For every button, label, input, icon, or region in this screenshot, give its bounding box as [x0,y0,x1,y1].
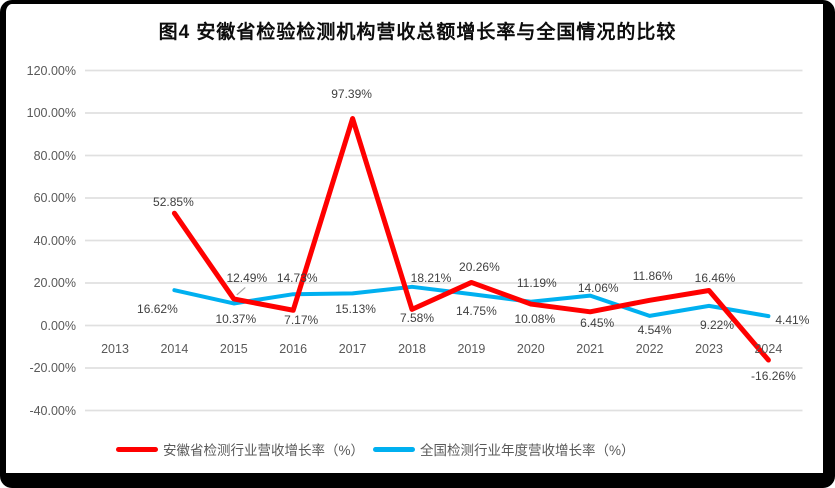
x-axis-tick-label-2024: 2024 [754,342,783,356]
data-label-anhui-2024: -16.26% [751,369,796,384]
data-label-national-2021: 14.06% [577,280,619,295]
series-line-anhui [171,116,771,363]
x-axis-tick-label-2014: 2014 [160,342,189,356]
data-label-national-2023: 9.22% [699,317,735,332]
x-axis-tick-label-2020: 2020 [516,342,545,356]
y-axis-tick-label: 60.00% [33,191,76,205]
chart-title: 图4 安徽省检验检测机构营收总额增长率与全国情况的比较 [158,22,677,43]
legend-line-swatch-national [373,446,416,452]
data-label-anhui-2021: 6.45% [580,315,615,330]
y-axis-tick-label: 40.00% [33,233,76,248]
data-label-anhui-2014: 52.85% [153,195,194,210]
x-axis-tick-label-2018: 2018 [398,342,426,356]
data-label-anhui-2016: 7.17% [284,313,319,328]
data-label-national-2016: 14.73% [276,271,318,286]
data-label-anhui-2023: 16.46% [694,270,736,285]
series-line-national [172,284,771,319]
y-axis-tick-label: 80.00% [33,148,76,163]
data-label-national-2018: 18.21% [410,270,452,285]
legend-line-swatch-anhui [116,446,158,452]
data-label-national-2015: 10.37% [215,312,257,327]
legend-label-anhui: 安徽省检测行业营收增长率（%） [163,443,365,458]
data-label-national-2017: 15.13% [335,302,376,317]
x-axis-tick-label-2013: 2013 [101,342,129,356]
x-axis-tick-label-2023: 2023 [695,342,723,356]
x-axis-tick-label-2016: 2016 [279,342,308,356]
data-label-anhui-2015: 12.49% [226,270,268,285]
legend: 安徽省检测行业营收增长率（%） 全国检测行业年度营收增长率（%） [116,439,635,459]
legend-item-anhui: 安徽省检测行业营收增长率（%） [116,439,364,459]
x-axis-tick-label-2019: 2019 [457,342,486,356]
y-axis-tick-label: 0.00% [40,318,76,333]
x-axis-tick-label-2022: 2022 [635,342,664,356]
legend-label-national: 全国检测行业年度营收增长率（%） [420,443,635,458]
y-axis-tick-label: 20.00% [33,276,76,290]
data-label-anhui-2019: 20.26% [459,260,500,275]
y-axis-tick-label: 100.00% [26,106,76,120]
data-label-anhui-2020: 10.08% [514,312,556,327]
x-axis-tick-label-2017: 2017 [338,342,367,356]
data-label-anhui-2017: 97.39% [331,86,372,101]
data-label-anhui-2018: 7.58% [399,311,435,326]
data-label-national-2014: 16.62% [137,302,178,317]
data-label-national-2020: 11.19% [516,275,557,290]
label-leader-line [236,287,246,296]
data-label-national-2022: 4.54% [637,322,672,337]
y-axis-tick-label: 120.00% [26,63,76,78]
x-axis-tick-label-2015: 2015 [219,342,248,356]
data-label-national-2019: 14.75% [456,304,497,319]
data-label-anhui-2022: 11.86% [632,269,673,284]
y-axis-tick-label: -20.00% [29,361,76,375]
legend-item-national: 全国检测行业年度营收增长率（%） [373,439,635,459]
data-label-national-2024: 4.41% [775,313,810,328]
x-axis-tick-label-2021: 2021 [576,342,605,356]
y-axis-tick-label: -40.00% [29,403,76,418]
